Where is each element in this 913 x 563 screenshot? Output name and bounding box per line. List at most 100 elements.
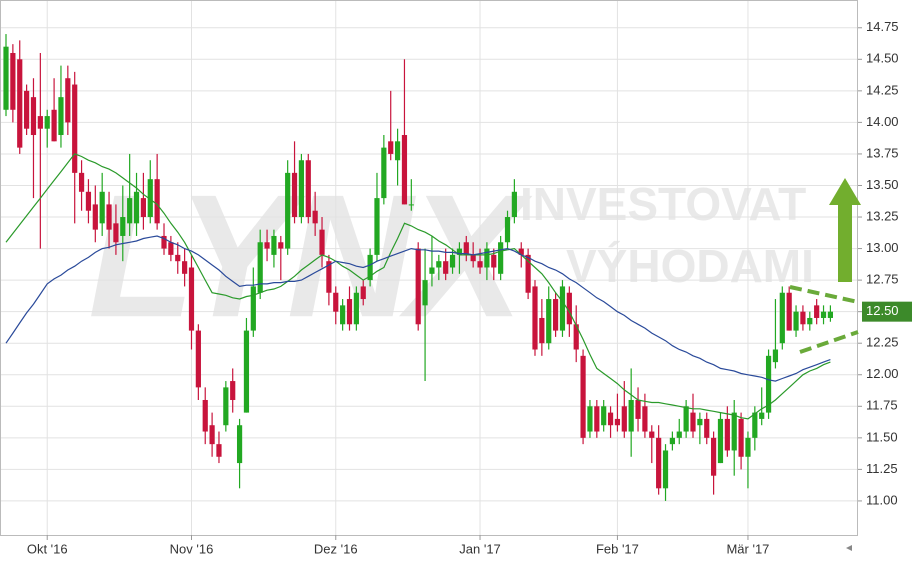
candle-body	[745, 437, 751, 457]
candle-body	[683, 406, 689, 432]
candle-body	[525, 254, 531, 293]
candle-body	[491, 254, 497, 268]
candle-body	[388, 141, 394, 154]
y-tick-label: 12.00	[866, 366, 899, 381]
candle-body	[298, 160, 305, 218]
candle-body	[539, 317, 545, 344]
x-tick-label: Mär '17	[726, 541, 769, 556]
candle-body	[285, 172, 291, 249]
candle-body	[394, 141, 401, 161]
x-tick-label: Feb '17	[596, 541, 639, 556]
candle-body	[305, 160, 311, 218]
candle-body	[271, 235, 277, 255]
candle-body	[724, 418, 730, 451]
candle-body	[264, 242, 270, 249]
x-tick-label: Okt '16	[27, 541, 68, 556]
candle-body	[669, 437, 675, 445]
candle-body	[621, 406, 627, 432]
candle-body	[436, 261, 442, 268]
y-tick-label: 14.25	[866, 82, 899, 97]
y-tick-label: 12.75	[866, 272, 899, 287]
y-tick-label: 11.75	[866, 398, 898, 413]
candle-body	[415, 248, 421, 325]
candle-body	[580, 355, 586, 438]
moving-average-line	[5, 235, 831, 382]
candle-body	[202, 399, 208, 432]
candle-body	[113, 223, 119, 243]
y-tick-label: 12.25	[866, 335, 899, 350]
y-tick-label: 14.00	[866, 114, 899, 129]
candle-body	[161, 235, 167, 249]
y-tick-label: 13.00	[866, 240, 899, 255]
candle-body	[243, 330, 250, 413]
candle-body	[236, 425, 243, 464]
candle-body	[312, 210, 318, 224]
candle-body	[30, 97, 37, 136]
y-tick-label: 14.50	[866, 51, 899, 66]
x-tick-label: Dez '16	[314, 541, 358, 556]
candle-body	[326, 261, 332, 293]
candle-body	[642, 406, 648, 432]
candle-body	[127, 198, 133, 224]
candle-body	[607, 412, 614, 426]
candle-body	[807, 317, 813, 325]
candle-body	[786, 292, 792, 331]
candle-body	[401, 135, 408, 205]
candle-body	[635, 399, 641, 419]
candle-body	[704, 418, 710, 438]
candle-body	[17, 59, 23, 148]
candle-body	[772, 349, 779, 363]
candle-body	[24, 90, 30, 129]
candle-body	[814, 305, 820, 318]
candle-body	[230, 381, 236, 400]
trend-line	[789, 285, 859, 304]
candle-body	[477, 261, 483, 268]
watermark-logo: LYNX	[88, 159, 533, 354]
candle-body	[498, 242, 504, 274]
last-price-box	[862, 301, 912, 322]
candle-body	[58, 97, 64, 136]
candle-body	[800, 311, 806, 325]
candle-body	[120, 217, 126, 236]
candle-body	[209, 425, 215, 445]
candle-body	[381, 147, 387, 199]
candle-body	[738, 418, 744, 457]
candle-body	[820, 311, 827, 318]
candle-body	[546, 299, 552, 344]
candle-body	[168, 242, 174, 255]
y-tick-label: 14.75	[866, 19, 899, 34]
y-tick-label: 11.00	[866, 492, 898, 507]
watermark-text: VÝHODAMI	[566, 240, 814, 292]
candle-body	[765, 355, 772, 413]
candle-body	[422, 280, 428, 306]
candle-body	[175, 254, 181, 262]
candle-body	[257, 242, 263, 293]
candle-body	[147, 179, 153, 218]
candle-body	[51, 109, 57, 142]
x-tick-label: Jan '17	[459, 541, 501, 556]
candle-body	[711, 437, 717, 476]
candle-body	[10, 52, 16, 110]
candle-body	[188, 267, 195, 331]
y-tick-label: 11.50	[866, 429, 898, 444]
candle-body	[85, 191, 92, 211]
candle-body	[779, 292, 785, 344]
candle-body	[793, 311, 799, 331]
candle-body	[408, 204, 414, 206]
candle-body	[662, 450, 669, 489]
candle-body	[106, 204, 112, 230]
candle-body	[92, 204, 98, 230]
last-price-label: 12.50	[866, 303, 899, 318]
candle-body	[250, 286, 256, 331]
candle-body	[78, 172, 85, 192]
candle-body	[731, 412, 737, 451]
candle-body	[587, 406, 593, 432]
candle-body	[291, 172, 298, 218]
candle-body	[594, 406, 600, 432]
candle-body	[656, 437, 662, 489]
candle-body	[649, 431, 655, 438]
candle-body	[697, 418, 703, 426]
y-tick-label: 13.75	[866, 145, 899, 160]
scroll-icon[interactable]	[846, 545, 852, 551]
